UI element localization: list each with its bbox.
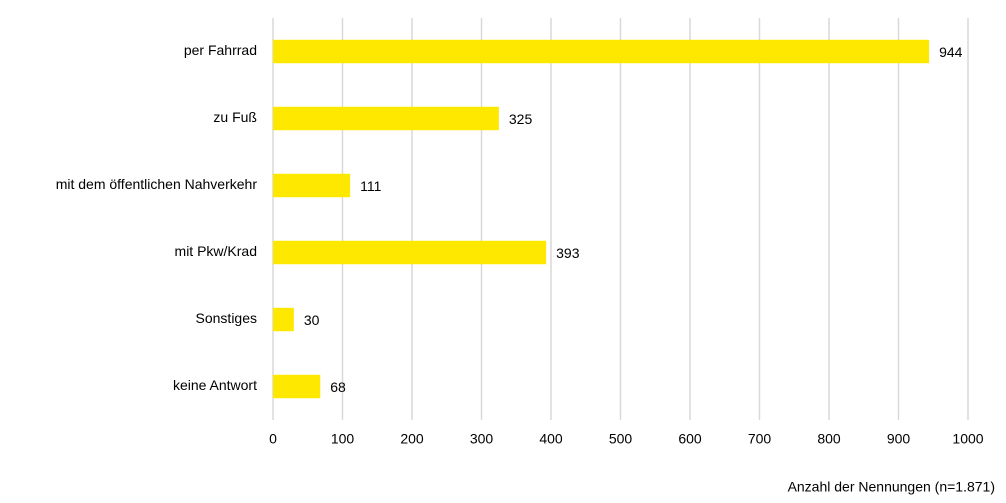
x-tick-label: 700: [748, 431, 772, 447]
data-label: 944: [939, 44, 963, 60]
bar: [273, 240, 547, 265]
y-tick-label: mit dem öffentlichen Nahverkehr: [56, 176, 258, 192]
bar: [273, 307, 294, 332]
x-tick-label: 0: [269, 431, 277, 447]
x-tick-label: 300: [470, 431, 494, 447]
y-tick-label: keine Antwort: [173, 377, 257, 393]
x-tick-label: 400: [539, 431, 563, 447]
y-tick-label: mit Pkw/Krad: [175, 243, 257, 259]
bar: [273, 39, 930, 64]
data-label: 325: [509, 111, 533, 127]
x-tick-label: 200: [400, 431, 424, 447]
x-tick-label: 500: [609, 431, 633, 447]
x-tick-label: 900: [887, 431, 911, 447]
bar: [273, 374, 321, 399]
x-tick-label: 100: [331, 431, 355, 447]
x-tick-label: 800: [817, 431, 841, 447]
data-label: 393: [556, 245, 580, 261]
data-label: 68: [330, 379, 346, 395]
y-tick-label: per Fahrrad: [184, 42, 257, 58]
data-label: 30: [304, 312, 320, 328]
x-tick-label: 600: [678, 431, 702, 447]
data-label: 111: [360, 178, 381, 194]
x-axis-label: Anzahl der Nennungen (n=1.871): [788, 479, 995, 495]
y-tick-label: Sonstiges: [196, 310, 257, 326]
x-tick-label: 1000: [952, 431, 983, 447]
bar: [273, 173, 351, 198]
y-tick-label: zu Fuß: [213, 109, 257, 125]
bar: [273, 106, 499, 131]
